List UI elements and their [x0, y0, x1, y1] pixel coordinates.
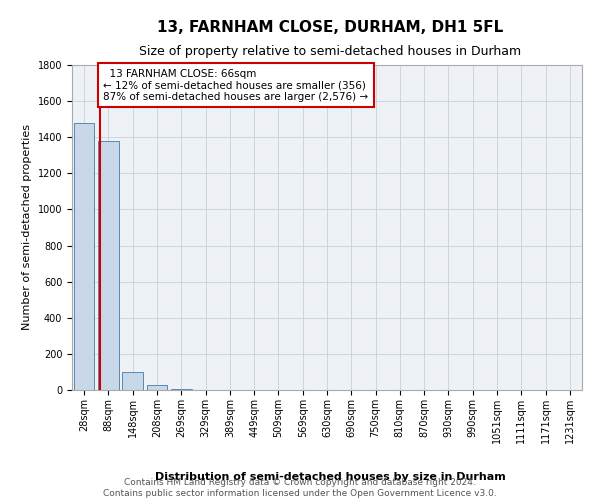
Bar — [98, 141, 119, 390]
Text: Size of property relative to semi-detached houses in Durham: Size of property relative to semi-detach… — [139, 45, 521, 58]
Text: Contains HM Land Registry data © Crown copyright and database right 2024.
Contai: Contains HM Land Registry data © Crown c… — [103, 478, 497, 498]
Text: 13, FARNHAM CLOSE, DURHAM, DH1 5FL: 13, FARNHAM CLOSE, DURHAM, DH1 5FL — [157, 20, 503, 35]
Text: Distribution of semi-detached houses by size in Durham: Distribution of semi-detached houses by … — [155, 472, 505, 482]
Bar — [122, 372, 143, 390]
Bar — [74, 123, 94, 390]
Bar — [146, 384, 167, 390]
Text: 13 FARNHAM CLOSE: 66sqm
← 12% of semi-detached houses are smaller (356)
87% of s: 13 FARNHAM CLOSE: 66sqm ← 12% of semi-de… — [103, 68, 368, 102]
Bar — [171, 389, 191, 390]
Y-axis label: Number of semi-detached properties: Number of semi-detached properties — [22, 124, 32, 330]
